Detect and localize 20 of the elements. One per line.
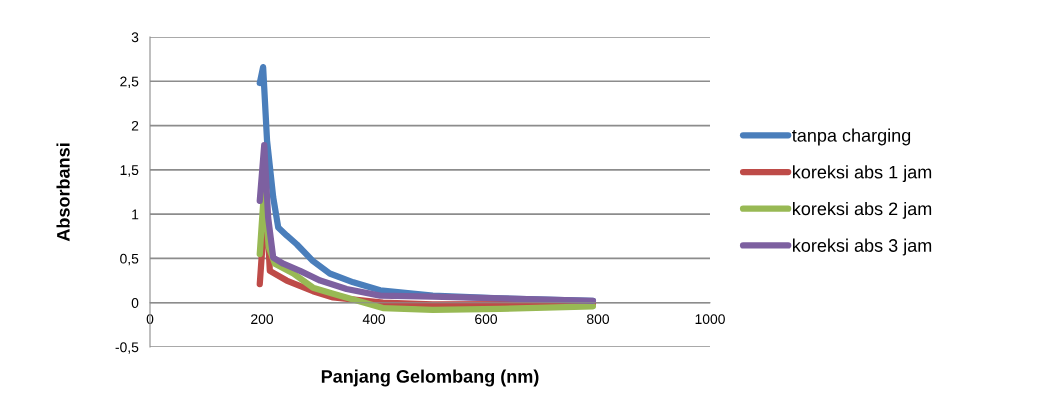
x-tick-label: 800 <box>587 314 610 325</box>
x-axis-title: Panjang Gelombang (nm) <box>321 369 539 387</box>
x-tick-label: 200 <box>251 314 274 325</box>
y-tick-label: -0,5 <box>115 342 139 354</box>
y-tick-label: 2 <box>131 120 139 131</box>
y-tick-label: 0,5 <box>120 253 139 266</box>
y-tick-label: 2,5 <box>120 76 139 89</box>
y-tick-label: 1 <box>132 209 139 220</box>
legend-label: tanpa charging <box>792 128 911 146</box>
y-tick-label: 1,5 <box>120 165 139 177</box>
x-tick-label: 400 <box>362 314 386 325</box>
legend-label: koreksi abs 3 jam <box>793 238 932 256</box>
y-tick-label: 0 <box>131 298 139 308</box>
x-tick-label: 0 <box>146 314 154 325</box>
x-tick-label: 1000 <box>695 314 725 325</box>
y-tick-label: 3 <box>131 32 139 43</box>
y-axis-title: Absorbansi <box>56 143 70 242</box>
legend-label: koreksi abs 1 jam <box>793 165 932 183</box>
legend-label: koreksi abs 2 jam <box>793 201 932 219</box>
x-tick-label: 600 <box>475 314 498 325</box>
